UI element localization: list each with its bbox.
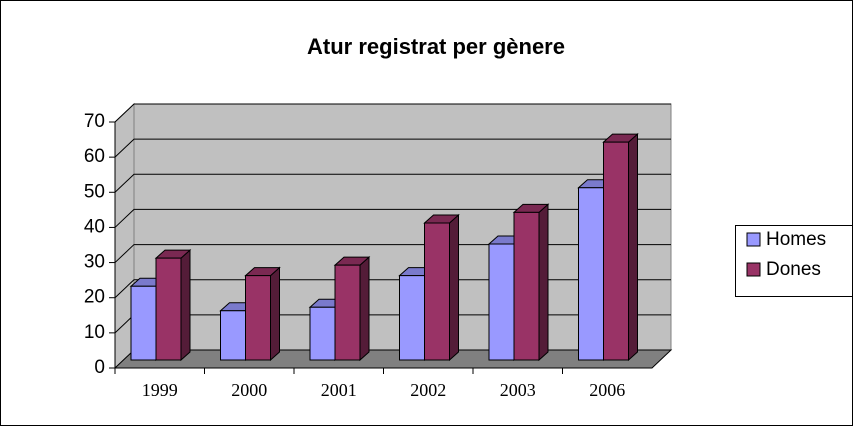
y-tick-label: 20 (84, 287, 105, 308)
bar (244, 266, 281, 362)
bar-face (130, 285, 157, 361)
x-tick-label: 2000 (231, 380, 267, 400)
bar-face (449, 213, 459, 362)
x-tick-label: 2003 (500, 380, 536, 400)
grid-line (114, 208, 671, 228)
bar (333, 256, 371, 362)
x-tick-label: 2001 (321, 380, 357, 400)
y-tick-label: 60 (84, 146, 105, 167)
grid-line (114, 173, 671, 193)
bar-face (424, 222, 450, 361)
legend-label: Homes (766, 229, 826, 250)
x-tick-label: 2006 (589, 380, 625, 400)
bar-face (309, 306, 336, 361)
grid-line (114, 138, 671, 158)
x-tick-label: 2002 (410, 380, 446, 400)
chart-title: Atur registrat per gènere (307, 34, 565, 59)
bar-face (359, 256, 370, 362)
bar-face (155, 257, 182, 361)
bar-face (180, 248, 191, 362)
y-tick-label: 70 (84, 111, 105, 132)
legend-label: Dones (766, 259, 821, 280)
bar (154, 248, 192, 362)
y-tick-label: 50 (84, 181, 105, 202)
bar-face (628, 133, 638, 362)
bar-face (488, 243, 515, 361)
legend-swatch (746, 232, 761, 247)
bar-face (399, 275, 425, 361)
bar (423, 213, 460, 362)
legend-swatch (746, 262, 761, 277)
bar (602, 133, 639, 362)
y-tick-label: 40 (84, 216, 105, 237)
bar-face (513, 211, 540, 361)
y-tick-label: 0 (94, 357, 105, 378)
y-tick-label: 10 (84, 322, 105, 343)
bar-face (578, 187, 604, 361)
bar-face (538, 203, 549, 362)
bar-face (220, 310, 246, 361)
x-tick-label: 1999 (142, 380, 178, 400)
bar-face (245, 275, 271, 361)
bar-face (270, 266, 280, 362)
bar-face (334, 264, 361, 361)
grid-line (114, 103, 671, 123)
y-tick-label: 30 (84, 252, 105, 273)
bar-face (603, 141, 629, 361)
bar (512, 203, 550, 362)
